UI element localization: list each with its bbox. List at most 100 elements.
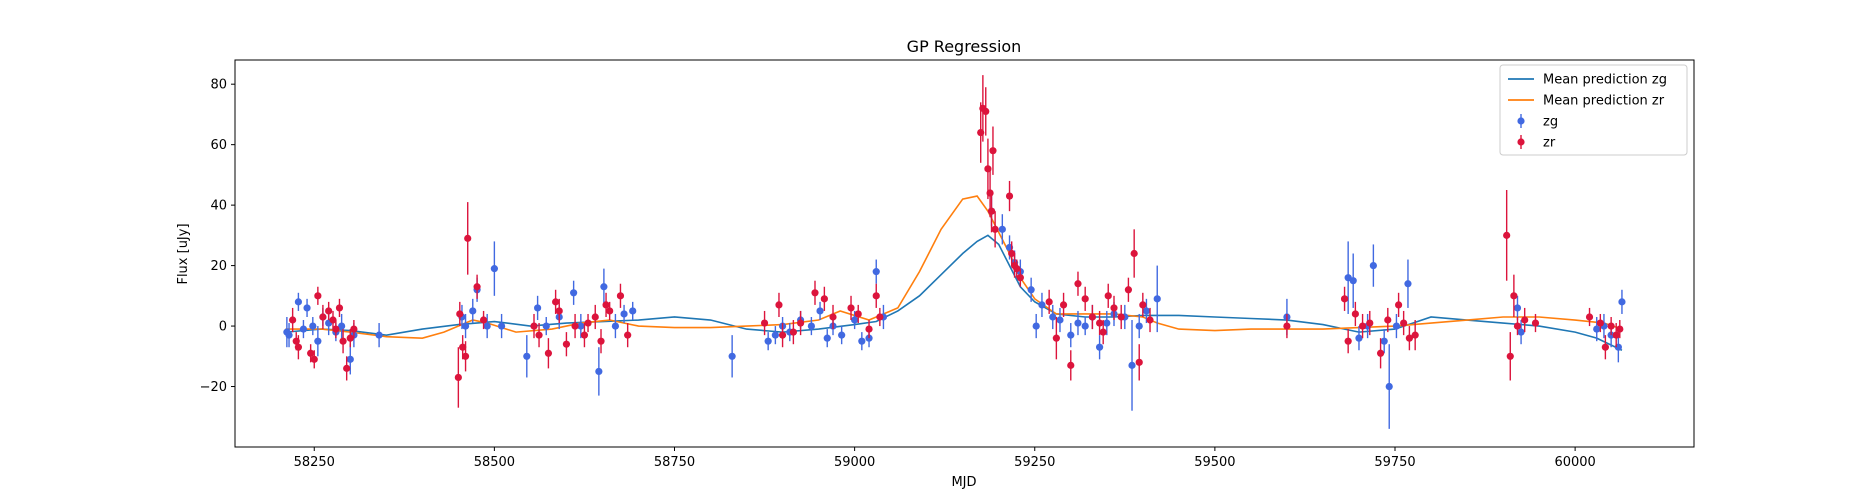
- data-point: [459, 343, 467, 351]
- data-point: [982, 107, 990, 115]
- data-point: [811, 289, 819, 297]
- data-point: [1008, 249, 1016, 258]
- legend-marker-swatch: [1517, 117, 1525, 125]
- x-tick-label: 59250: [1014, 455, 1055, 470]
- data-point: [1032, 322, 1040, 330]
- data-point: [989, 147, 997, 155]
- data-point: [343, 364, 351, 372]
- data-point: [851, 316, 859, 324]
- data-point: [542, 322, 550, 330]
- data-point: [602, 301, 610, 309]
- data-point: [1016, 274, 1024, 282]
- data-point: [1596, 319, 1604, 327]
- legend: Mean prediction zg Mean prediction zr zg zr: [1499, 64, 1688, 156]
- data-point: [1067, 361, 1075, 369]
- data-point: [872, 292, 880, 300]
- data-point: [299, 325, 308, 333]
- data-point: [764, 337, 772, 345]
- data-point: [469, 307, 477, 315]
- data-point: [1081, 322, 1089, 330]
- y-tick-label: −20: [200, 380, 227, 395]
- data-point: [1392, 322, 1401, 330]
- data-point: [1344, 337, 1352, 345]
- x-axis-label: MJD: [951, 475, 976, 490]
- data-point: [461, 352, 470, 360]
- data-point: [1049, 313, 1057, 321]
- data-point: [1142, 307, 1151, 315]
- data-point: [620, 310, 628, 318]
- data-point: [483, 322, 491, 330]
- data-point: [1404, 280, 1412, 288]
- data-point: [523, 352, 531, 360]
- data-point: [1618, 298, 1626, 306]
- data-point: [309, 322, 317, 330]
- data-point: [580, 331, 589, 339]
- data-point: [865, 325, 873, 333]
- data-point: [1135, 358, 1143, 366]
- data-point: [1013, 265, 1021, 273]
- data-point: [1130, 249, 1138, 258]
- legend-item-4: zr: [1517, 135, 1556, 151]
- data-point: [597, 337, 605, 345]
- x-tick-label: 58500: [474, 455, 515, 470]
- data-point: [479, 316, 488, 324]
- data-point: [1103, 319, 1111, 327]
- data-point: [1601, 343, 1609, 351]
- data-point: [1400, 319, 1408, 327]
- data-point: [346, 355, 354, 363]
- data-point: [1135, 322, 1143, 330]
- data-point: [294, 298, 303, 306]
- data-point: [760, 319, 769, 327]
- data-point: [1380, 337, 1388, 345]
- data-point: [1510, 292, 1518, 300]
- data-point: [1117, 313, 1125, 321]
- legend-marker-swatch: [1517, 138, 1525, 146]
- data-point: [1607, 322, 1615, 330]
- data-point: [289, 316, 297, 324]
- data-point: [629, 307, 637, 315]
- data-point: [778, 331, 787, 339]
- data-point: [775, 301, 783, 309]
- data-point: [872, 268, 880, 276]
- data-point: [1074, 280, 1082, 288]
- data-point: [1376, 349, 1385, 357]
- data-point: [1358, 322, 1367, 330]
- legend-box: [1499, 64, 1688, 156]
- x-tick-label: 60000: [1554, 455, 1595, 470]
- data-point: [1384, 316, 1392, 324]
- data-point: [570, 289, 578, 297]
- plot-area: [234, 59, 1695, 448]
- data-point: [577, 322, 585, 330]
- data-point: [1005, 192, 1014, 200]
- data-point: [847, 304, 855, 312]
- data-point: [1612, 331, 1620, 339]
- data-point: [1593, 325, 1601, 333]
- y-axis: −20 0 20 40 60 80: [200, 78, 235, 395]
- x-tick-label: 59500: [1194, 455, 1235, 470]
- data-point: [807, 322, 815, 330]
- x-tick-label: 58750: [654, 455, 695, 470]
- data-point: [1056, 316, 1064, 324]
- data-point: [339, 337, 347, 345]
- data-point: [534, 304, 542, 312]
- data-point: [303, 304, 311, 312]
- data-point: [1095, 319, 1104, 327]
- data-point: [1146, 316, 1154, 324]
- data-point: [1369, 261, 1377, 270]
- data-point: [1394, 301, 1403, 309]
- data-point: [454, 373, 462, 382]
- data-point: [456, 310, 464, 318]
- data-point: [464, 234, 472, 242]
- data-point: [991, 225, 999, 233]
- data-point: [1411, 331, 1419, 339]
- data-point: [1124, 286, 1133, 294]
- data-point: [294, 343, 303, 351]
- data-point: [1585, 313, 1594, 321]
- data-point: [1081, 295, 1089, 303]
- data-point: [544, 349, 553, 357]
- data-point: [332, 325, 340, 333]
- data-point: [335, 304, 344, 312]
- data-point: [1366, 319, 1374, 327]
- data-point: [1283, 322, 1291, 330]
